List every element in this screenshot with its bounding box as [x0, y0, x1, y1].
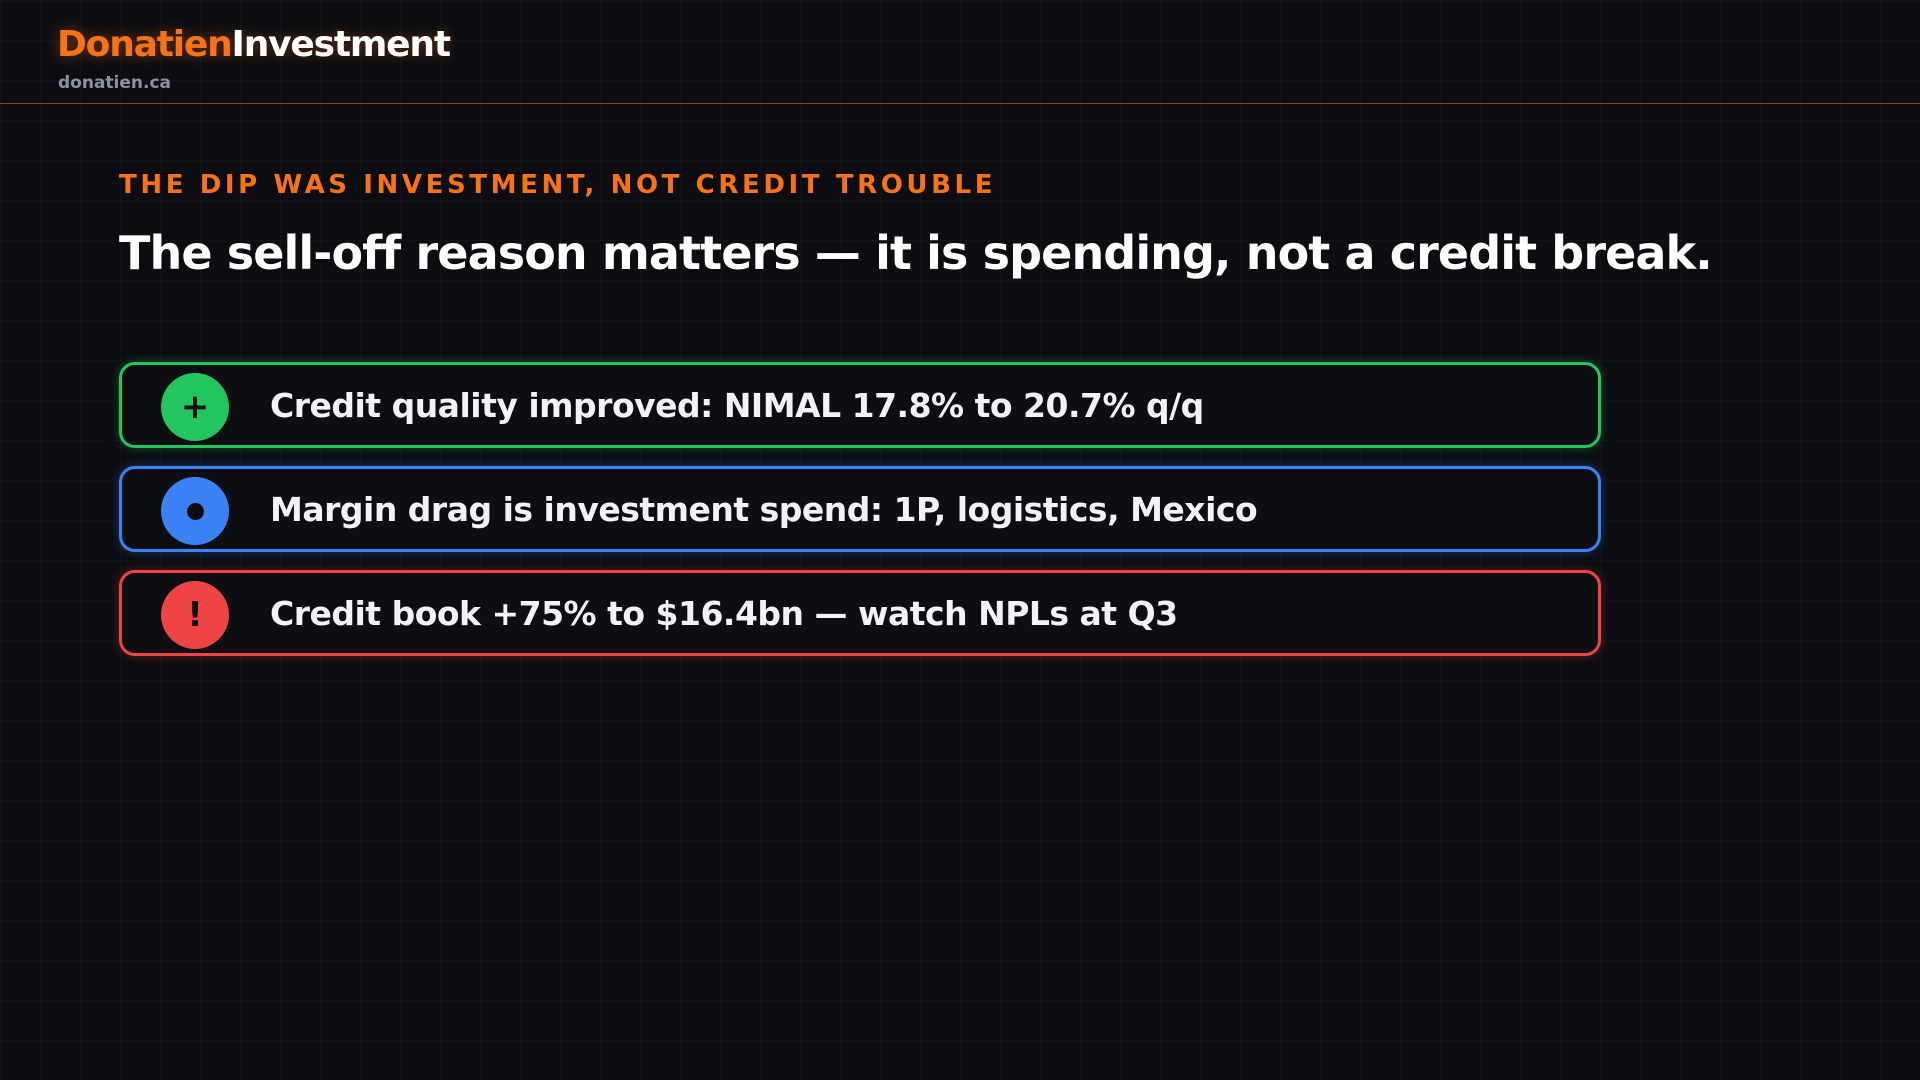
dot-icon [161, 477, 229, 545]
slide-headline: The sell-off reason matters — it is spen… [119, 226, 1713, 280]
plus-icon: + [161, 373, 229, 441]
takeaway-card-margin-drag: Margin drag is investment spend: 1P, log… [119, 466, 1601, 552]
takeaway-text: Credit book +75% to $16.4bn — watch NPLs… [270, 593, 1178, 633]
takeaway-card-credit-book: ! Credit book +75% to $16.4bn — watch NP… [119, 570, 1601, 656]
takeaway-text: Credit quality improved: NIMAL 17.8% to … [270, 385, 1204, 425]
exclamation-icon: ! [161, 581, 229, 649]
brand-logo: DonatienInvestment [57, 22, 452, 68]
takeaway-card-credit-quality: + Credit quality improved: NIMAL 17.8% t… [119, 362, 1601, 448]
header: DonatienInvestment donatien.ca [0, 0, 1920, 104]
slide-eyebrow: THE DIP WAS INVESTMENT, NOT CREDIT TROUB… [119, 170, 997, 200]
brand-name-primary: Donatien [57, 24, 233, 65]
takeaway-text: Margin drag is investment spend: 1P, log… [270, 489, 1258, 529]
takeaway-list: + Credit quality improved: NIMAL 17.8% t… [119, 362, 1601, 674]
brand-domain: donatien.ca [58, 73, 172, 93]
dot-icon-mark [186, 502, 204, 520]
brand-name-secondary: Investment [231, 24, 452, 65]
